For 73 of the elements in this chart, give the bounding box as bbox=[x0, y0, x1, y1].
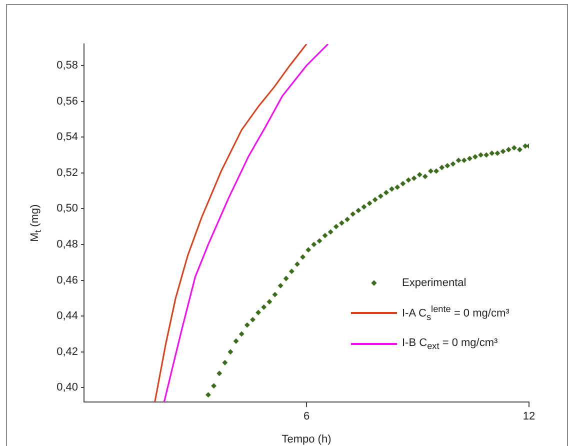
x-tick-label: 12 bbox=[522, 410, 536, 423]
point bbox=[512, 145, 517, 150]
point bbox=[400, 181, 406, 186]
point bbox=[344, 216, 350, 222]
point bbox=[294, 262, 300, 267]
point bbox=[334, 224, 339, 230]
point bbox=[450, 161, 456, 166]
point bbox=[322, 233, 328, 238]
point bbox=[306, 247, 311, 252]
point bbox=[300, 254, 306, 260]
point bbox=[266, 299, 272, 304]
x-axis-title: Tempo (h) bbox=[282, 433, 332, 446]
legend-label: I-A C$_{s}$$^{lente}$ = 0 mg/cm³ bbox=[402, 303, 510, 324]
point bbox=[311, 242, 316, 247]
point bbox=[517, 147, 522, 152]
x-tick-label: 6 bbox=[303, 410, 310, 423]
point bbox=[361, 204, 366, 210]
point bbox=[328, 229, 334, 234]
point bbox=[439, 165, 444, 170]
point bbox=[472, 154, 478, 160]
point bbox=[422, 174, 428, 179]
point bbox=[339, 220, 344, 226]
point bbox=[494, 150, 500, 156]
y-tick-label: 0,56 bbox=[56, 95, 78, 108]
y-tick-label: 0,50 bbox=[56, 202, 78, 215]
point bbox=[389, 186, 394, 192]
point bbox=[272, 292, 278, 298]
point bbox=[234, 338, 239, 344]
y-tick-label: 0,52 bbox=[56, 166, 78, 179]
y-tick-label: 0,58 bbox=[56, 60, 78, 72]
point bbox=[378, 194, 384, 199]
y-tick-label: 0,46 bbox=[56, 274, 78, 286]
y-tick-label: 0,42 bbox=[56, 346, 78, 358]
point bbox=[250, 317, 256, 322]
y-tick-label: 0,44 bbox=[56, 310, 78, 322]
point bbox=[456, 158, 462, 163]
point bbox=[412, 176, 417, 181]
point bbox=[478, 152, 484, 158]
point bbox=[384, 190, 389, 196]
y-tick-label: 0,48 bbox=[56, 238, 78, 251]
point bbox=[316, 238, 322, 244]
legend-label: Experimental bbox=[402, 276, 466, 291]
point bbox=[394, 184, 400, 190]
point bbox=[367, 200, 372, 206]
point bbox=[467, 156, 472, 162]
point bbox=[261, 304, 266, 310]
point bbox=[484, 152, 489, 158]
point bbox=[428, 168, 434, 174]
point bbox=[256, 310, 261, 315]
y-tick-label: 0,40 bbox=[56, 382, 78, 394]
point bbox=[417, 172, 422, 178]
point bbox=[222, 360, 228, 366]
point bbox=[500, 148, 506, 154]
point bbox=[278, 283, 284, 288]
point bbox=[372, 197, 378, 202]
point bbox=[489, 150, 494, 156]
point bbox=[462, 158, 467, 163]
point bbox=[216, 370, 222, 376]
point bbox=[356, 208, 361, 213]
legend-label: I-B C$_{ext}$ = 0 mg/cm³ bbox=[402, 336, 498, 354]
point bbox=[244, 322, 250, 328]
point bbox=[434, 168, 439, 174]
point bbox=[284, 276, 289, 281]
point bbox=[206, 392, 211, 398]
point bbox=[228, 349, 233, 354]
point bbox=[444, 163, 450, 168]
point bbox=[211, 383, 216, 388]
point bbox=[350, 212, 356, 217]
y-tick-label: 0,54 bbox=[56, 131, 78, 144]
point bbox=[239, 331, 244, 336]
point bbox=[289, 268, 294, 274]
point bbox=[406, 178, 411, 183]
point bbox=[506, 147, 512, 152]
